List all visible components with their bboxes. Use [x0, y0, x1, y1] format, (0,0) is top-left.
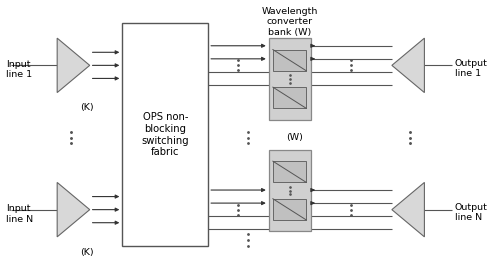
- Polygon shape: [57, 38, 90, 93]
- Polygon shape: [392, 38, 424, 93]
- Text: (W): (W): [286, 133, 302, 142]
- Text: Wavelength
converter
bank (W): Wavelength converter bank (W): [261, 7, 318, 37]
- Text: Output
line 1: Output line 1: [455, 59, 488, 78]
- Bar: [273, 161, 306, 182]
- Text: Input
line N: Input line N: [6, 204, 33, 224]
- Bar: [273, 50, 306, 71]
- Polygon shape: [392, 182, 424, 237]
- Bar: [122, 23, 208, 246]
- Text: Output
line N: Output line N: [455, 203, 488, 222]
- Bar: [273, 87, 306, 108]
- Text: (K): (K): [81, 248, 94, 257]
- Bar: [269, 150, 310, 232]
- Text: (K): (K): [81, 103, 94, 112]
- Polygon shape: [57, 182, 90, 237]
- Bar: [269, 38, 310, 120]
- Text: OPS non-
blocking
switching
fabric: OPS non- blocking switching fabric: [141, 112, 189, 157]
- Text: Input
line 1: Input line 1: [6, 60, 32, 79]
- Bar: [273, 199, 306, 220]
